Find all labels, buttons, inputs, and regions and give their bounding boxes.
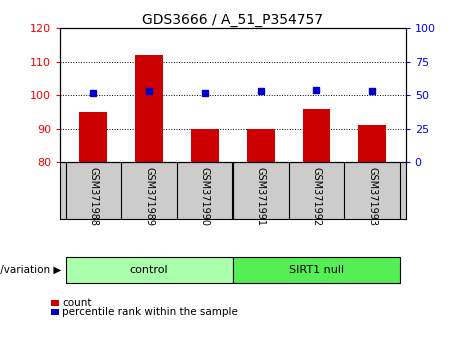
Text: GSM371992: GSM371992: [312, 167, 321, 226]
Bar: [247, 129, 275, 162]
Text: control: control: [130, 265, 168, 275]
Bar: [191, 129, 219, 162]
Text: percentile rank within the sample: percentile rank within the sample: [62, 307, 238, 317]
Title: GDS3666 / A_51_P354757: GDS3666 / A_51_P354757: [142, 13, 323, 27]
Text: GSM371990: GSM371990: [200, 167, 210, 226]
Text: GSM371991: GSM371991: [256, 167, 266, 226]
Text: SIRT1 null: SIRT1 null: [289, 265, 344, 275]
Bar: [358, 125, 386, 162]
Text: GSM371993: GSM371993: [367, 167, 377, 226]
Text: GSM371988: GSM371988: [89, 167, 98, 226]
Bar: [79, 112, 107, 162]
Text: GSM371989: GSM371989: [144, 167, 154, 226]
Text: count: count: [62, 298, 92, 308]
Bar: [135, 55, 163, 162]
Bar: [302, 109, 331, 162]
Text: genotype/variation ▶: genotype/variation ▶: [0, 265, 61, 275]
